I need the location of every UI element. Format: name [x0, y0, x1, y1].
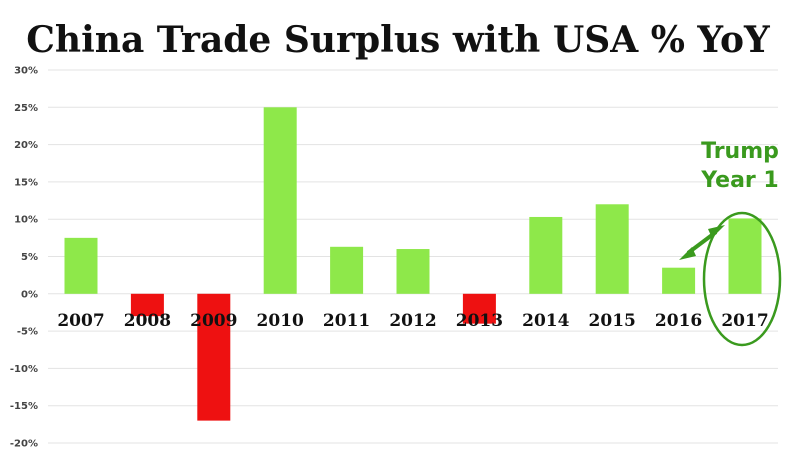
annotation-label-line-1: Trump [701, 139, 779, 164]
bar-2009 [197, 293, 231, 421]
y-tick-label: 30% [14, 66, 38, 77]
x-tick-label-2009: 2009 [190, 311, 237, 331]
bar-2017 [728, 218, 762, 294]
x-tick-label-2007: 2007 [57, 311, 104, 331]
y-tick-label: -5% [17, 327, 38, 338]
y-tick-label: 20% [14, 140, 38, 151]
x-tick-label-2014: 2014 [522, 311, 569, 331]
bar-2013 [462, 293, 496, 324]
bar-2007 [64, 237, 98, 294]
x-tick-label-2015: 2015 [589, 311, 636, 331]
y-tick-label: -15% [10, 401, 38, 412]
bar-2011 [330, 246, 364, 294]
y-tick-label: 15% [14, 177, 38, 188]
y-axis-ticks: 30% 25% 20% 15% 10% 5% 0% -5% -10% -15% -20% [10, 66, 38, 450]
y-tick-label: 25% [14, 103, 38, 114]
x-tick-label-2013: 2013 [456, 311, 503, 331]
bar-2015 [595, 204, 629, 294]
x-tick-label-2011: 2011 [323, 311, 370, 331]
y-tick-label: 5% [21, 252, 38, 263]
x-tick-label-2008: 2008 [124, 311, 171, 331]
x-tick-label-2017: 2017 [721, 311, 768, 331]
chart-title: China Trade Surplus with USA % YoY [26, 19, 771, 61]
x-axis-labels: 2007 2008 2009 2010 2011 2012 2013 2014 2015 2016… [57, 311, 768, 331]
x-tick-label-2010: 2010 [257, 311, 304, 331]
bar-2010 [263, 107, 297, 294]
x-tick-label-2016: 2016 [655, 311, 702, 331]
annotation-label-line-2: Year 1 [700, 168, 779, 193]
bar-2008 [130, 293, 164, 317]
bar-2014 [529, 216, 563, 294]
y-tick-label: 0% [21, 289, 38, 300]
annotation-circle [702, 211, 782, 347]
bar-2012 [396, 249, 430, 294]
bar-2016 [662, 267, 696, 294]
y-tick-label: -10% [10, 364, 38, 375]
y-tick-label: 10% [14, 215, 38, 226]
annotation: Trump Year 1 [679, 139, 782, 347]
y-tick-label: -20% [10, 439, 38, 450]
x-tick-label-2012: 2012 [389, 311, 436, 331]
bars [64, 107, 762, 421]
annotation-double-arrow [679, 225, 725, 260]
